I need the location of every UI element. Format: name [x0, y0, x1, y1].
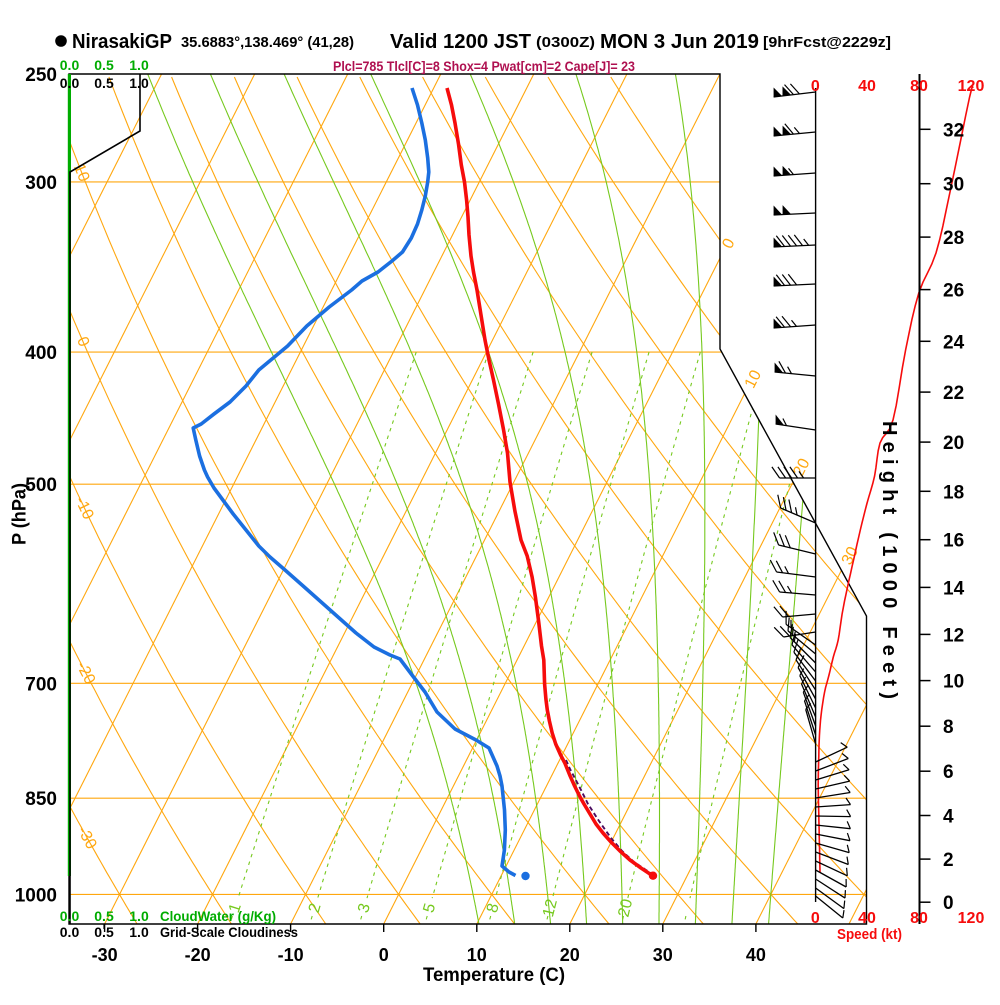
svg-text:850: 850 [25, 789, 57, 810]
svg-text:20: 20 [560, 945, 580, 965]
svg-text:P (hPa): P (hPa) [10, 483, 31, 545]
svg-text:-30: -30 [92, 945, 118, 965]
svg-text:0.0: 0.0 [60, 908, 80, 924]
svg-text:700: 700 [25, 674, 57, 695]
svg-text:120: 120 [958, 910, 985, 927]
svg-text:22: 22 [943, 383, 964, 404]
svg-text:20: 20 [943, 433, 964, 454]
svg-text:Plcl=785 Tlcl[C]=8 Shox=4 Pwat: Plcl=785 Tlcl[C]=8 Shox=4 Pwat[cm]=2 Cap… [333, 59, 635, 74]
svg-text:40: 40 [746, 945, 766, 965]
svg-text:30: 30 [653, 945, 673, 965]
svg-text:[9hrFcst@2229z]: [9hrFcst@2229z] [763, 34, 891, 51]
svg-text:300: 300 [25, 173, 57, 194]
svg-text:0.5: 0.5 [94, 57, 114, 73]
svg-text:-20: -20 [185, 945, 211, 965]
svg-text:35.6883°,138.469° (41,28): 35.6883°,138.469° (41,28) [181, 34, 354, 51]
svg-text:1000: 1000 [15, 885, 57, 906]
svg-text:0.0: 0.0 [60, 924, 80, 940]
svg-text:6: 6 [943, 762, 954, 783]
svg-text:0: 0 [379, 945, 389, 965]
svg-text:-10: -10 [278, 945, 304, 965]
svg-text:120: 120 [958, 78, 985, 95]
svg-text:10: 10 [943, 672, 964, 693]
svg-text:32: 32 [943, 120, 964, 141]
svg-text:0.5: 0.5 [94, 75, 114, 91]
svg-text:1.0: 1.0 [129, 924, 149, 940]
svg-text:80: 80 [910, 78, 928, 95]
svg-text:40: 40 [858, 78, 876, 95]
svg-text:CloudWater (g/Kg): CloudWater (g/Kg) [160, 908, 276, 924]
svg-text:0.5: 0.5 [94, 908, 114, 924]
svg-text:(0300Z): (0300Z) [536, 34, 595, 51]
svg-text:0: 0 [811, 78, 820, 95]
svg-text:16: 16 [943, 531, 964, 552]
svg-text:0.5: 0.5 [94, 924, 114, 940]
svg-text:24: 24 [943, 332, 965, 353]
svg-text:Speed (kt): Speed (kt) [837, 926, 902, 943]
svg-text:0: 0 [811, 910, 820, 927]
svg-text:Temperature (C): Temperature (C) [423, 965, 565, 986]
svg-text:30: 30 [943, 175, 964, 196]
svg-text:1.0: 1.0 [129, 908, 149, 924]
svg-text:MON 3 Jun 2019: MON 3 Jun 2019 [600, 31, 759, 53]
svg-text:NirasakiGP: NirasakiGP [72, 31, 172, 53]
svg-text:2: 2 [943, 850, 954, 871]
svg-text:28: 28 [943, 228, 964, 249]
svg-text:0.0: 0.0 [60, 57, 80, 73]
svg-text:Grid-Scale Cloudiness: Grid-Scale Cloudiness [160, 924, 298, 940]
svg-text:18: 18 [943, 482, 964, 503]
svg-text:4: 4 [943, 807, 954, 828]
svg-text:1.0: 1.0 [129, 57, 149, 73]
svg-text:14: 14 [943, 578, 965, 599]
svg-text:0: 0 [943, 893, 954, 914]
svg-text:1.0: 1.0 [129, 75, 149, 91]
svg-text:400: 400 [25, 343, 57, 364]
svg-text:26: 26 [943, 281, 964, 302]
svg-text:80: 80 [910, 910, 928, 927]
svg-text:0.0: 0.0 [60, 75, 80, 91]
svg-text:Valid 1200 JST: Valid 1200 JST [390, 31, 531, 53]
svg-text:250: 250 [25, 65, 57, 86]
svg-text:8: 8 [943, 717, 954, 738]
svg-text:10: 10 [467, 945, 487, 965]
svg-text:12: 12 [943, 625, 964, 646]
svg-text:40: 40 [858, 910, 876, 927]
